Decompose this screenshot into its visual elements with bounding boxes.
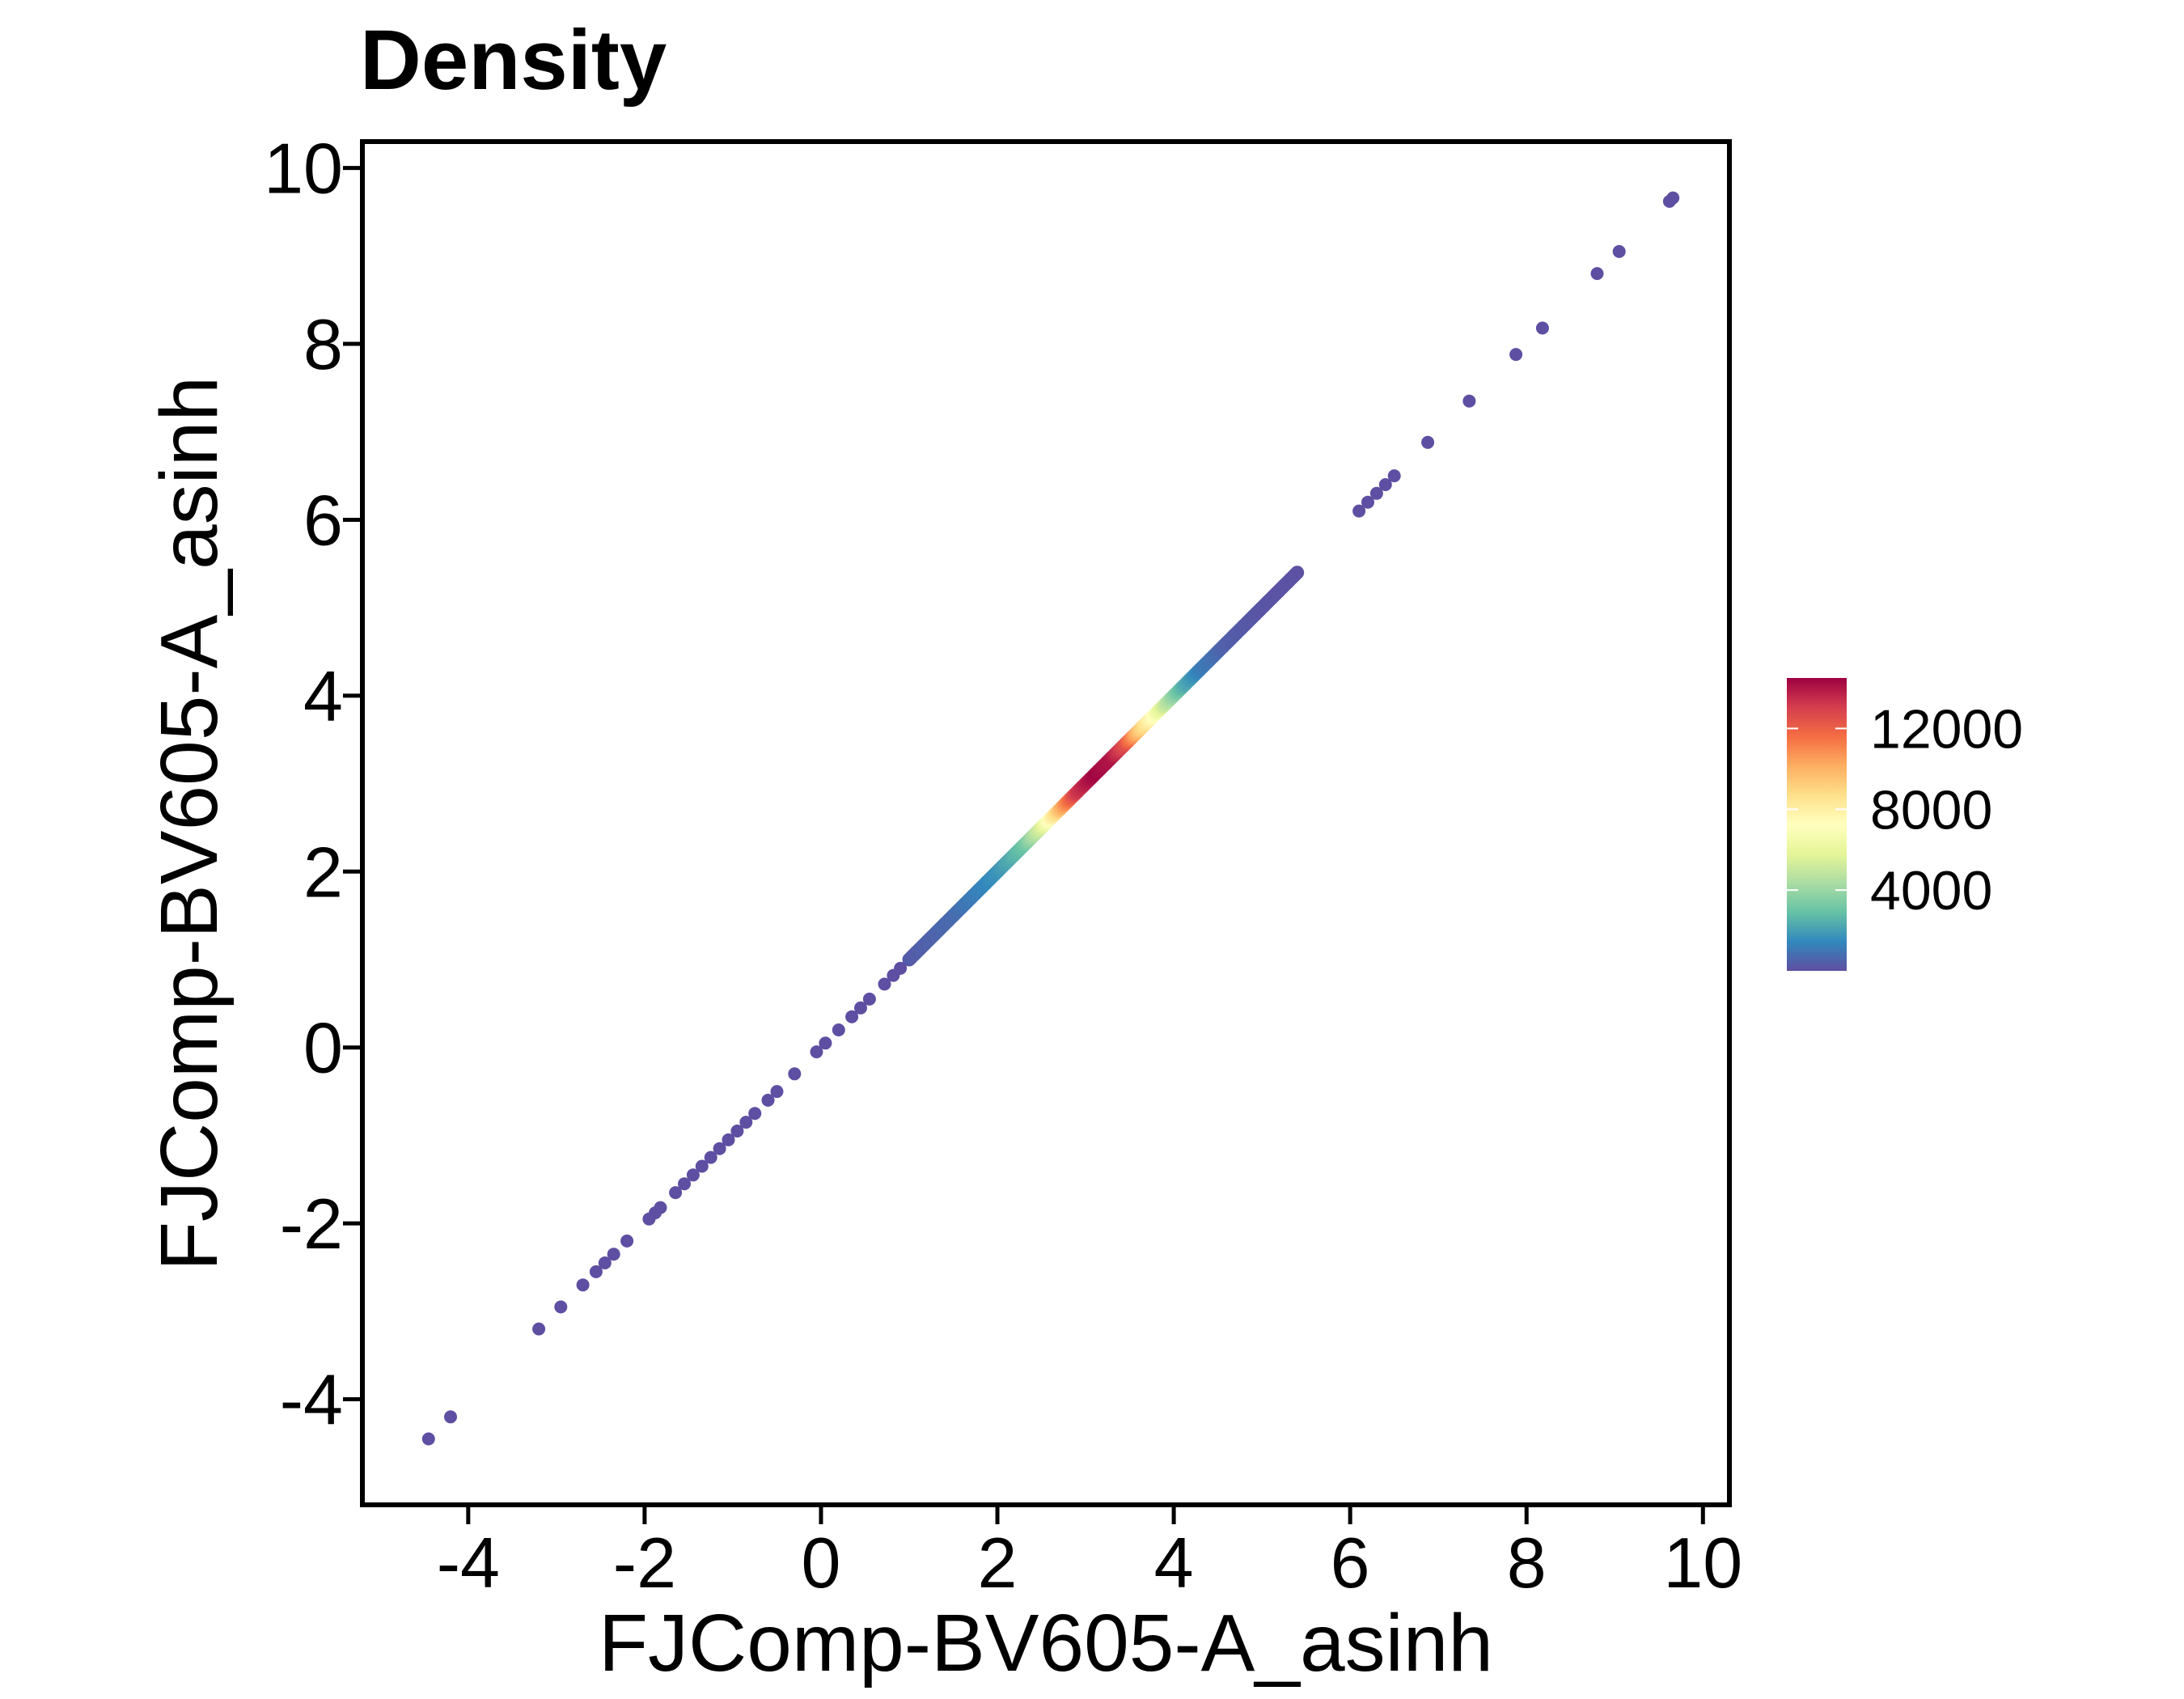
- legend-ticks: 4000 8000 12000: [1787, 698, 2023, 922]
- scatter-point: [1462, 394, 1476, 408]
- scatter-point: [1612, 244, 1626, 258]
- scatter-point: [1387, 469, 1401, 483]
- scatter-point: [704, 1150, 717, 1164]
- scatter-point: [1666, 191, 1680, 205]
- x-tick-label: 4: [1154, 1523, 1194, 1603]
- scatter-point: [739, 1116, 753, 1129]
- y-tick-label: 8: [303, 304, 343, 384]
- scatter-point: [620, 1234, 634, 1248]
- y-tick-label: -4: [280, 1360, 343, 1440]
- scatter-point: [854, 1001, 867, 1015]
- scatter-point: [1509, 348, 1523, 362]
- scatter-point: [607, 1248, 620, 1261]
- scatter-point: [1361, 495, 1374, 509]
- scatter-point: [598, 1256, 612, 1269]
- scatter-point: [713, 1142, 726, 1155]
- scatter-point: [832, 1023, 845, 1036]
- scatter-point: [1352, 504, 1366, 518]
- scatter-point: [532, 1322, 546, 1336]
- scatter-point: [1590, 267, 1604, 281]
- x-tick-label: 8: [1507, 1523, 1547, 1603]
- scatter-point: [576, 1278, 590, 1292]
- scatter-point: [1535, 321, 1549, 335]
- scatter-point: [654, 1201, 667, 1214]
- y-tick-label: 0: [303, 1008, 343, 1088]
- scatter-point: [554, 1300, 568, 1314]
- scatter-point: [862, 992, 876, 1006]
- scatter-point: [686, 1168, 700, 1182]
- scatter-point: [894, 961, 908, 975]
- y-tick-label: 4: [303, 656, 343, 736]
- scatter-point: [1369, 486, 1383, 500]
- scatter-point: [695, 1159, 709, 1173]
- scatter-point: [819, 1036, 832, 1050]
- scatter-point: [748, 1107, 762, 1121]
- x-tick-label: 6: [1331, 1523, 1370, 1603]
- plot-panel-border: [360, 139, 1732, 1507]
- scatter-point: [845, 1010, 859, 1023]
- scatter-point: [761, 1093, 775, 1107]
- x-tick-label: -4: [437, 1523, 500, 1603]
- x-tick-label: 10: [1663, 1523, 1742, 1603]
- y-tick-label: 2: [303, 832, 343, 912]
- legend-tick-label: 12000: [1870, 698, 2023, 760]
- scatter-point: [678, 1177, 691, 1191]
- chart-title: Density: [360, 13, 667, 108]
- x-tick-label: -2: [613, 1523, 676, 1603]
- scatter-point: [722, 1133, 735, 1146]
- legend-tick-label: 4000: [1870, 860, 1992, 922]
- scatter-point: [589, 1265, 603, 1278]
- scatter-point: [770, 1085, 784, 1099]
- scatter-point: [444, 1410, 457, 1424]
- legend-tick-label: 8000: [1870, 779, 1992, 841]
- y-tick-label: 6: [303, 480, 343, 560]
- scatter-point: [1378, 478, 1392, 491]
- scatter-point: [669, 1186, 683, 1200]
- scatter-point: [730, 1125, 744, 1138]
- x-axis-label: FJComp-BV605-A_asinh: [599, 1598, 1493, 1688]
- scatter-point: [788, 1067, 802, 1081]
- scatter-point: [421, 1432, 435, 1446]
- x-tick-label: 0: [801, 1523, 840, 1603]
- y-axis-ticks: -4 -2 0 2 4 6 8 10: [264, 129, 360, 1440]
- x-tick-label: 2: [978, 1523, 1018, 1603]
- y-tick-label: -2: [280, 1184, 343, 1264]
- y-axis-label: FJComp-BV605-A_asinh: [144, 376, 235, 1271]
- y-tick-label: 10: [264, 129, 343, 209]
- data-points: [421, 191, 1680, 1446]
- scatter-point: [810, 1045, 823, 1059]
- scatter-point: [1421, 435, 1435, 449]
- scatter-point: [878, 977, 891, 991]
- legend-colorbar: [1787, 678, 1847, 971]
- density-band-point: [1290, 566, 1305, 580]
- x-axis-ticks: -4 -2 0 2 4 6 8 10: [437, 1507, 1742, 1603]
